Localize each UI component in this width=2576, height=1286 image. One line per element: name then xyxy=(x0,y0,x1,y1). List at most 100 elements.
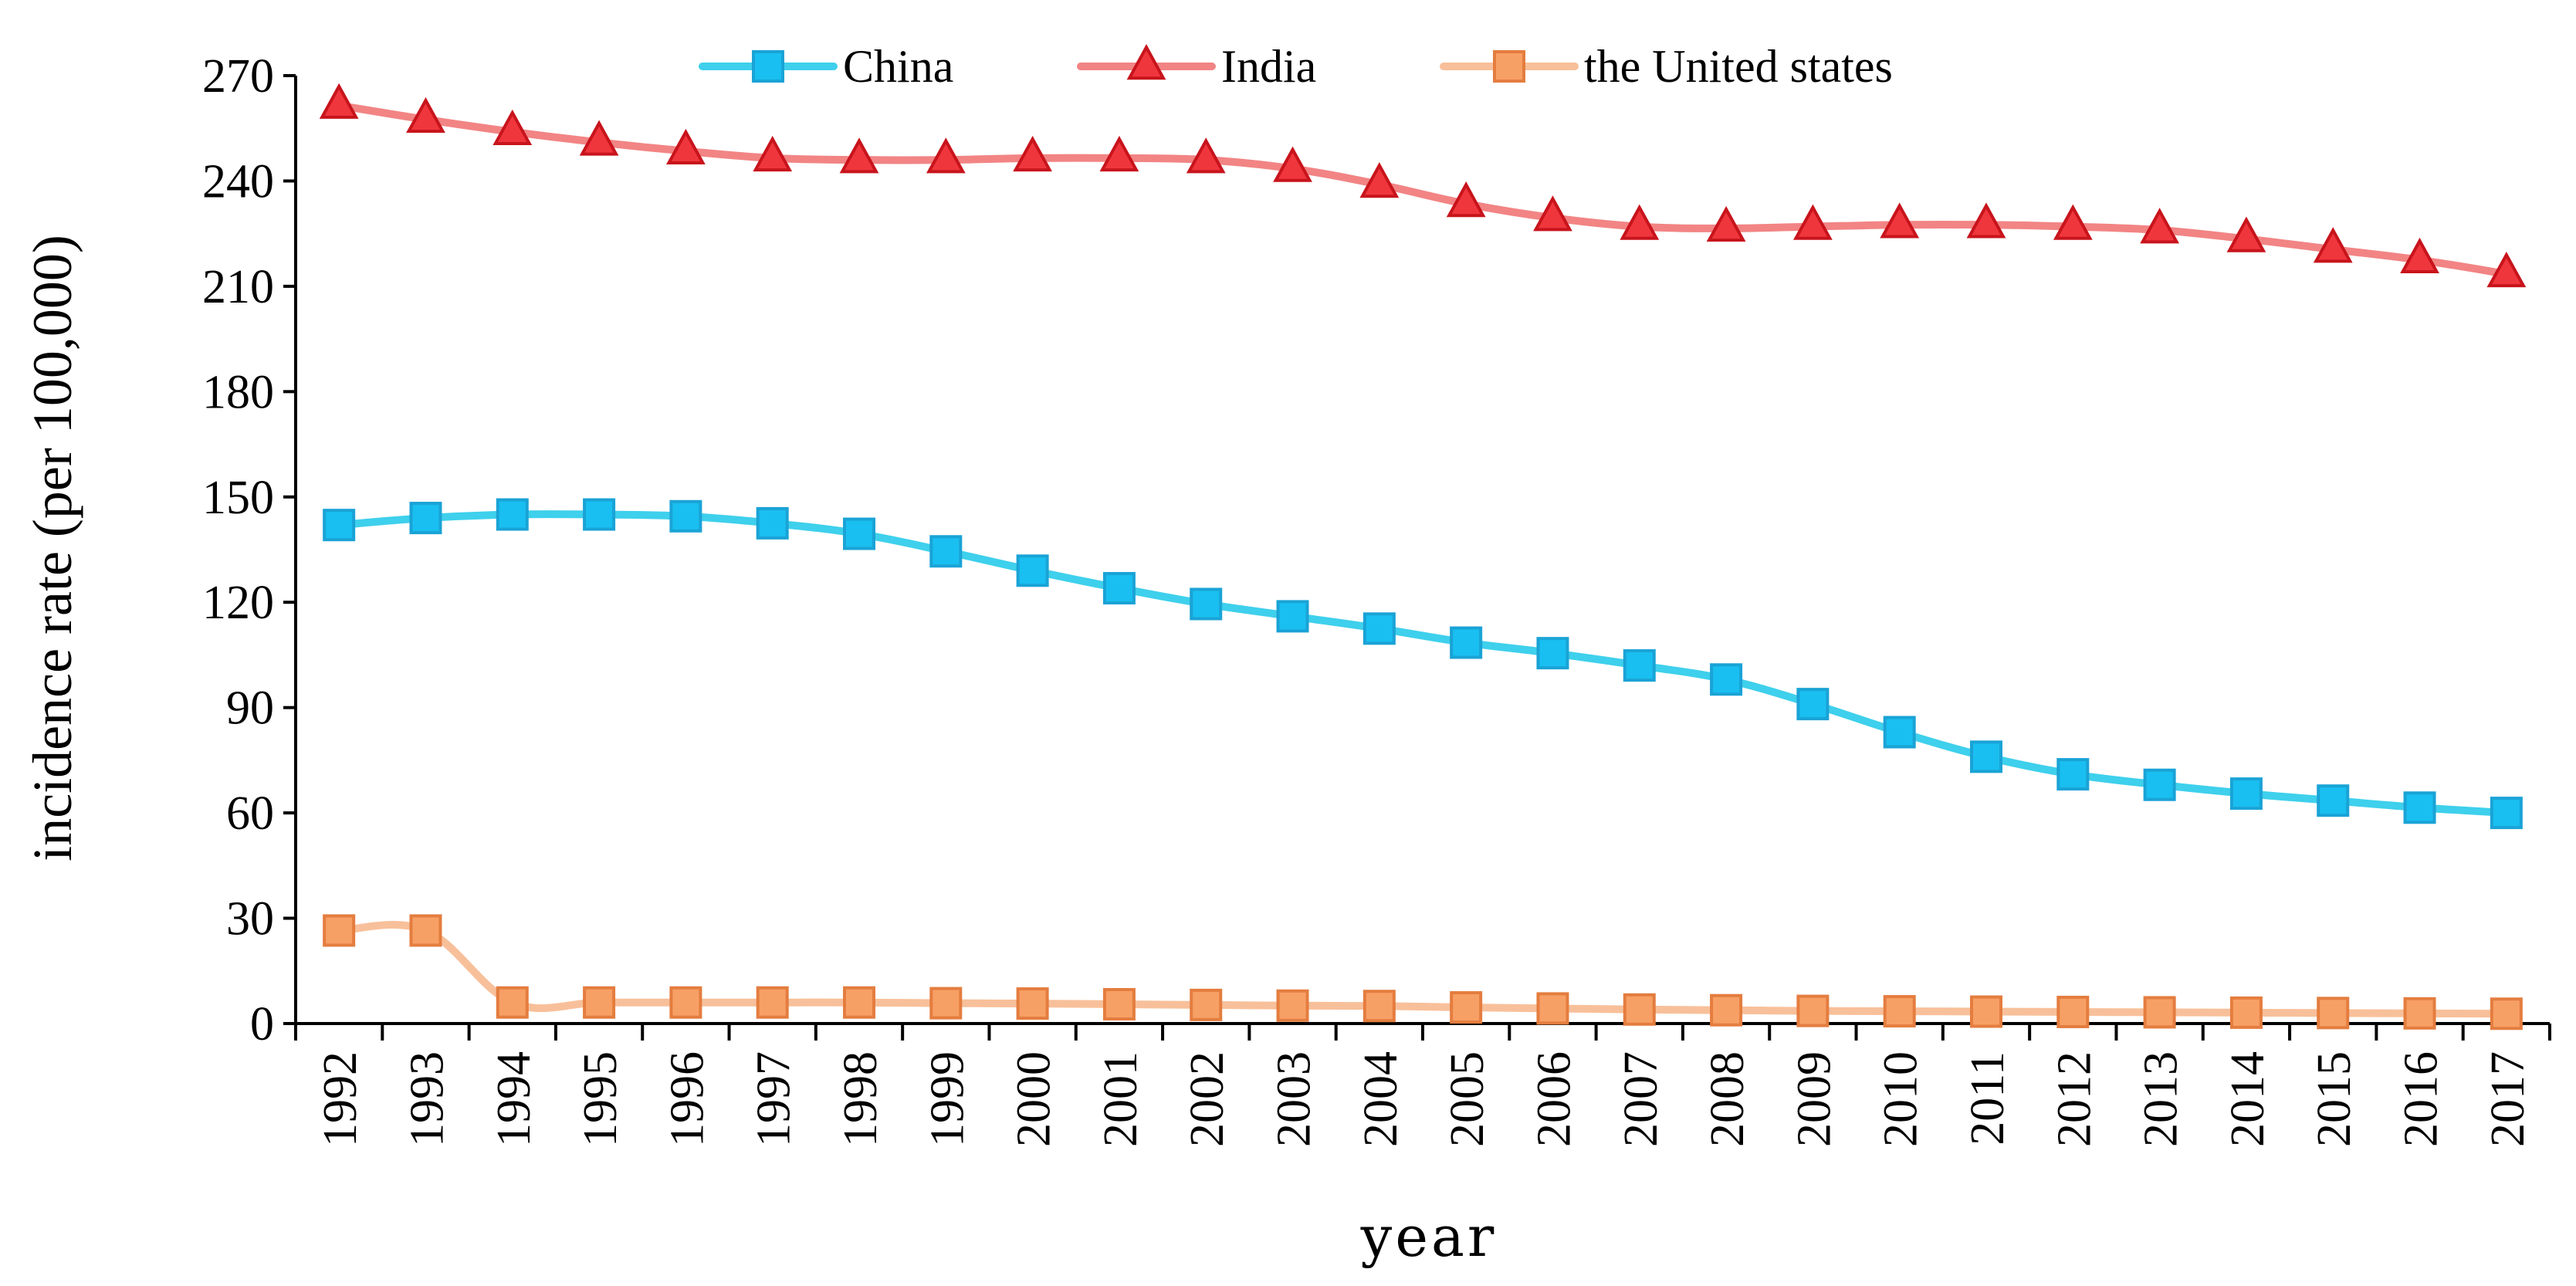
data-point-the-united-states xyxy=(2056,995,2090,1028)
x-tick-label: 2006 xyxy=(1528,1051,1580,1147)
data-point-china xyxy=(2143,768,2176,801)
x-tick-label: 1992 xyxy=(314,1051,367,1147)
series-india xyxy=(319,83,2527,288)
data-point-china xyxy=(323,509,356,542)
data-point-the-united-states xyxy=(496,986,529,1019)
data-point-india xyxy=(1446,181,1486,218)
data-point-india xyxy=(319,83,359,119)
data-point-china xyxy=(1536,637,1569,670)
data-point-india xyxy=(1793,204,1833,240)
data-point-india xyxy=(2140,208,2179,244)
data-point-china xyxy=(1883,716,1916,749)
legend-item-india: India xyxy=(1077,41,1316,92)
y-axis-title: incidence rate (per 100,000) xyxy=(22,235,83,861)
data-point-the-united-states xyxy=(1190,988,1223,1021)
axes: 0 30 60 90 120 150 180 210 240 270 1992 1993 1994 199… xyxy=(202,50,2551,1147)
data-point-china xyxy=(2490,797,2523,830)
series-the-united-states xyxy=(323,914,2523,1030)
x-tick-label: 1995 xyxy=(574,1051,627,1147)
data-point-india xyxy=(2400,237,2439,273)
data-point-the-united-states xyxy=(2403,997,2436,1030)
series-layer xyxy=(319,83,2527,1030)
data-point-china xyxy=(1796,688,1830,721)
data-point-china xyxy=(1102,572,1136,605)
x-tick-label: 2005 xyxy=(1441,1051,1494,1147)
data-point-india xyxy=(1706,205,1746,242)
y-tick-label: 150 xyxy=(202,472,274,524)
data-point-the-united-states xyxy=(1276,989,1309,1022)
data-point-india xyxy=(753,135,793,172)
x-tick-label: 2001 xyxy=(1095,1051,1147,1147)
x-tick-label: 2007 xyxy=(1615,1051,1667,1147)
data-point-the-united-states xyxy=(929,986,963,1020)
data-point-the-united-states xyxy=(2229,996,2263,1029)
data-point-china xyxy=(929,535,963,568)
data-point-the-united-states xyxy=(2490,997,2523,1030)
y-tick-label: 240 xyxy=(202,155,274,208)
data-point-china xyxy=(583,498,616,531)
legend-item-the-united-states: the United states xyxy=(1440,41,1893,92)
data-point-the-united-states xyxy=(1016,987,1049,1020)
y-tick-label: 210 xyxy=(202,261,274,313)
data-point-the-united-states xyxy=(1623,993,1656,1026)
data-point-china xyxy=(756,506,789,540)
data-point-china xyxy=(1362,612,1396,645)
data-point-india xyxy=(1359,162,1400,198)
data-point-the-united-states xyxy=(409,914,442,947)
data-point-china xyxy=(1970,740,2002,773)
x-tick-label: 2014 xyxy=(2222,1051,2274,1147)
y-tick-label: 180 xyxy=(202,366,274,418)
data-point-india xyxy=(2486,252,2527,288)
x-tick-label: 2013 xyxy=(2135,1051,2188,1147)
series-line-china xyxy=(335,510,2510,817)
data-point-china xyxy=(2229,777,2263,811)
data-point-the-united-states xyxy=(1883,995,1916,1028)
data-point-india xyxy=(926,137,966,174)
data-point-india xyxy=(1620,204,1660,240)
legend-label: China xyxy=(843,41,953,92)
x-tick-label: 2004 xyxy=(1355,1051,1407,1147)
x-tick-label: 2002 xyxy=(1181,1051,1234,1147)
x-tick-label: 2011 xyxy=(1962,1051,2014,1146)
y-tick-label: 120 xyxy=(202,577,274,629)
legend-marker xyxy=(752,50,784,83)
data-point-the-united-states xyxy=(583,986,616,1019)
data-point-china xyxy=(843,517,875,550)
data-point-india xyxy=(1186,137,1226,174)
data-point-china xyxy=(1016,554,1049,587)
series-china xyxy=(323,498,2523,830)
y-tick-label: 30 xyxy=(226,893,274,946)
data-point-china xyxy=(2317,784,2350,817)
series-line-india xyxy=(335,101,2510,278)
data-point-the-united-states xyxy=(2317,997,2350,1030)
data-point-the-united-states xyxy=(1362,990,1396,1023)
y-tick-label: 90 xyxy=(226,682,274,735)
x-tick-label: 2009 xyxy=(1788,1051,1840,1147)
data-point-the-united-states xyxy=(669,986,702,1019)
data-point-india xyxy=(1273,146,1312,182)
x-tick-label: 2016 xyxy=(2395,1051,2448,1147)
data-point-the-united-states xyxy=(323,914,356,947)
y-tick-label: 0 xyxy=(250,998,274,1051)
y-tick-label: 270 xyxy=(202,50,274,103)
data-point-china xyxy=(1190,587,1223,621)
data-point-the-united-states xyxy=(1450,991,1483,1024)
data-point-india xyxy=(493,109,533,145)
x-tick-label: 1998 xyxy=(834,1051,887,1147)
data-point-india xyxy=(1966,202,2006,239)
data-point-china xyxy=(1623,649,1656,682)
data-point-india xyxy=(1099,135,1139,172)
data-point-india xyxy=(406,96,445,134)
data-point-the-united-states xyxy=(843,986,875,1019)
data-point-the-united-states xyxy=(1796,994,1830,1027)
data-point-india xyxy=(839,137,879,174)
data-point-the-united-states xyxy=(2143,996,2176,1029)
data-point-the-united-states xyxy=(756,986,789,1019)
data-point-india xyxy=(1533,195,1572,232)
data-point-china xyxy=(2403,791,2436,824)
data-point-india xyxy=(1013,135,1052,172)
data-point-india xyxy=(2313,227,2353,263)
data-point-india xyxy=(666,128,706,164)
data-point-china xyxy=(409,502,442,535)
data-point-india xyxy=(579,120,619,156)
